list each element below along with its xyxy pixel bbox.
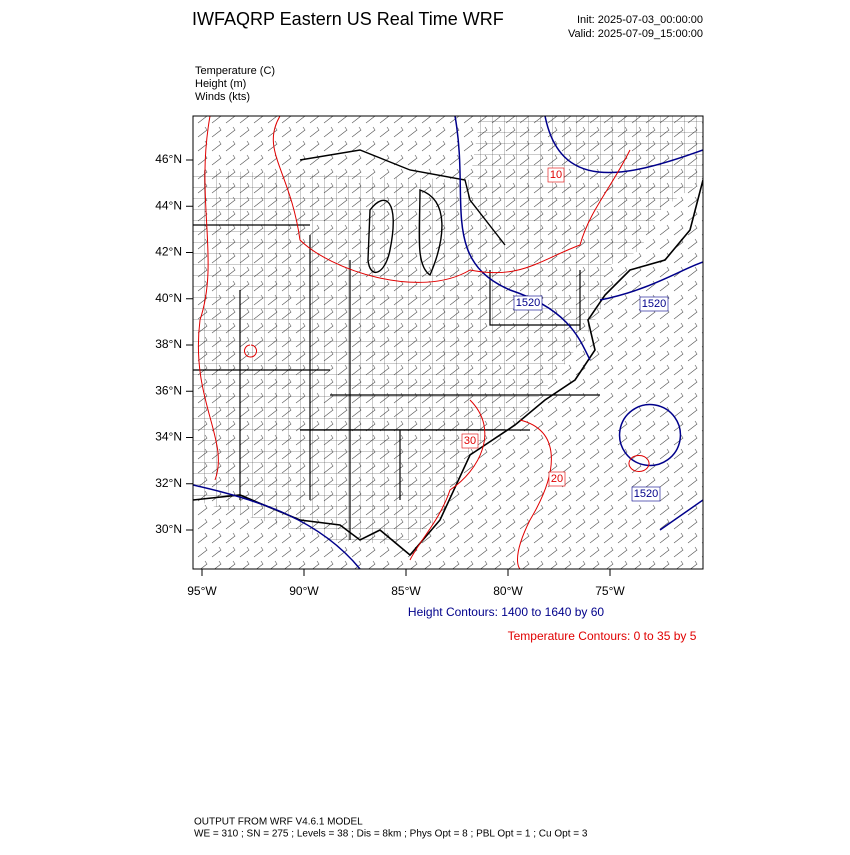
temperature-label-box bbox=[547, 167, 565, 183]
lat-tick-label: 42°N bbox=[155, 245, 182, 259]
height-label: 1520 bbox=[634, 488, 658, 500]
height-label: 1520 bbox=[642, 298, 666, 310]
temperature-contours bbox=[197, 116, 650, 569]
height-label: 1520 bbox=[516, 297, 540, 309]
map bbox=[192, 115, 704, 570]
valid-time: Valid: 2025-07-09_15:00:00 bbox=[568, 28, 703, 40]
height-legend: Height Contours: 1400 to 1640 by 60 bbox=[408, 605, 604, 619]
lat-tick-label: 34°N bbox=[155, 430, 182, 444]
temperature-label-box bbox=[461, 433, 479, 449]
great-lakes bbox=[299, 149, 506, 277]
init-time: Init: 2025-07-03_00:00:00 bbox=[577, 14, 703, 26]
lon-tick-label: 80°W bbox=[493, 584, 523, 598]
footer-model: OUTPUT FROM WRF V4.6.1 MODEL bbox=[194, 817, 363, 828]
footer-config: WE = 310 ; SN = 275 ; Levels = 38 ; Dis … bbox=[194, 829, 588, 840]
height-label-box bbox=[513, 295, 543, 311]
title: IWFAQRP Eastern US Real Time WRF bbox=[192, 9, 504, 29]
coastline bbox=[193, 179, 703, 557]
lat-tick-label: 38°N bbox=[155, 337, 182, 351]
lon-tick-label: 75°W bbox=[595, 584, 625, 598]
lon-tick-label: 95°W bbox=[187, 584, 217, 598]
lat-tick-label: 30°N bbox=[155, 522, 182, 536]
height-label-box bbox=[631, 486, 661, 502]
lat-tick-label: 40°N bbox=[155, 291, 182, 305]
temperature-legend: Temperature Contours: 0 to 35 by 5 bbox=[508, 629, 697, 643]
state-borders bbox=[193, 224, 600, 540]
height-contours bbox=[193, 116, 703, 569]
field-label: Height (m) bbox=[195, 78, 246, 90]
lat-tick-label: 44°N bbox=[155, 198, 182, 212]
temperature-label-box bbox=[548, 471, 566, 487]
map-frame bbox=[192, 115, 704, 570]
height-label-box bbox=[639, 296, 669, 312]
field-label: Winds (kts) bbox=[195, 91, 250, 103]
lat-tick-label: 32°N bbox=[155, 476, 182, 490]
lat-tick-label: 46°N bbox=[155, 152, 182, 166]
temperature-label: 30 bbox=[464, 435, 476, 447]
temperature-label: 10 bbox=[550, 169, 562, 181]
counties bbox=[193, 116, 703, 545]
lon-tick-label: 85°W bbox=[391, 584, 421, 598]
field-label: Temperature (C) bbox=[195, 65, 275, 77]
lon-tick-label: 90°W bbox=[289, 584, 319, 598]
lat-tick-label: 36°N bbox=[155, 383, 182, 397]
temperature-label: 20 bbox=[551, 473, 563, 485]
